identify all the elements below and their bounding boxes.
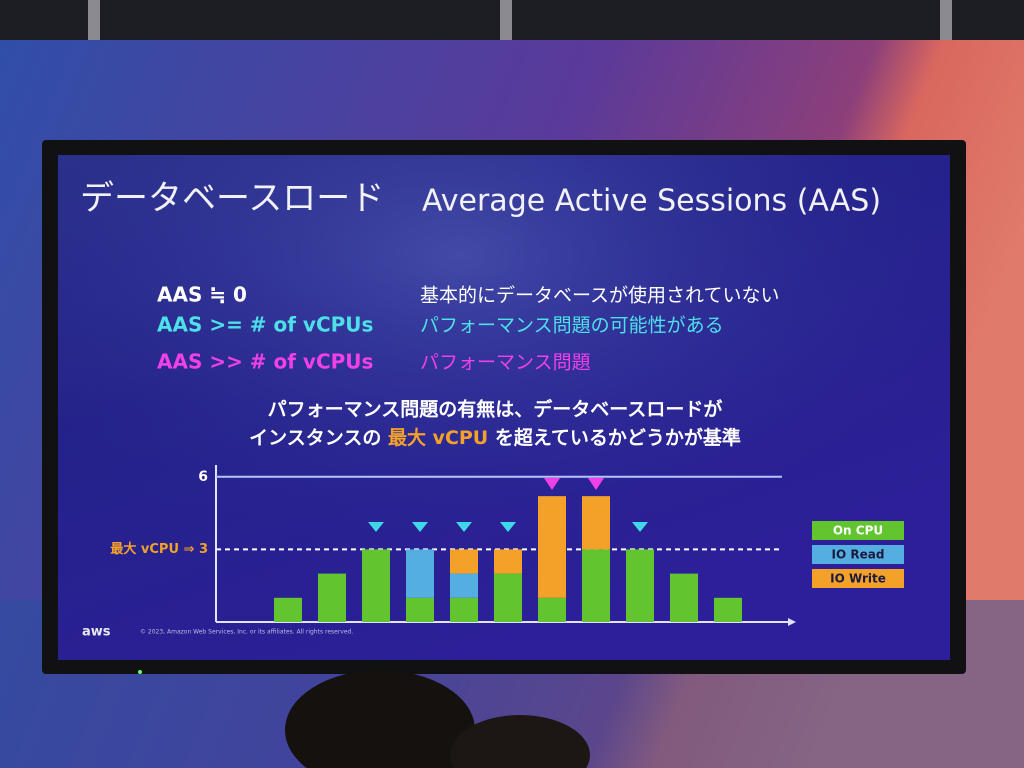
subtitle-highlight: 最大 vCPU <box>388 426 488 449</box>
arrows <box>368 478 648 532</box>
bar-segment <box>406 549 434 598</box>
condition: AAS ≒ 0 <box>157 283 247 307</box>
meaning: パフォーマンス問題の可能性がある <box>420 315 724 337</box>
slide-title: データベースロード <box>80 179 384 219</box>
slide-title-en: Average Active Sessions (AAS) <box>422 184 881 219</box>
arrow <box>632 522 648 532</box>
bar-segment <box>626 549 654 622</box>
legend-swatch <box>812 521 904 540</box>
condition: AAS >= # of vCPUs <box>157 313 373 337</box>
bar-segment <box>538 496 566 598</box>
audience-head <box>450 715 590 768</box>
arrow <box>368 522 384 532</box>
bar-segment <box>362 549 390 622</box>
bar-segment <box>494 549 522 574</box>
y-tick-label: 最大 vCPU ⇒ 3 <box>110 541 208 557</box>
legend-label: IO Write <box>830 572 886 586</box>
bar-segment <box>450 549 478 574</box>
audience-head <box>285 670 475 768</box>
power-led <box>138 670 142 674</box>
subtitle-part: インスタンスの <box>249 427 388 449</box>
pillar <box>88 0 100 40</box>
subtitle: パフォーマンス問題の有無は、データベースロードが <box>268 398 723 421</box>
meaning: パフォーマンス問題 <box>420 352 591 374</box>
pillar <box>940 0 952 40</box>
logo: aws <box>82 625 111 640</box>
arrow <box>588 478 604 490</box>
y-tick-label: 6 <box>198 469 208 485</box>
condition: AAS >> # of vCPUs <box>157 350 373 374</box>
legend-label: On CPU <box>833 524 883 538</box>
bar-segment <box>450 597 478 622</box>
legend-swatch <box>812 569 904 588</box>
subtitle-part: を超えているかどうかが基準 <box>488 426 741 449</box>
bar-segment <box>670 573 698 622</box>
bar-segment <box>274 597 302 622</box>
arrow <box>544 478 560 490</box>
legend-swatch <box>812 545 904 564</box>
pillar <box>500 0 512 40</box>
bar-segment <box>494 573 522 622</box>
bar-segment <box>450 573 478 598</box>
bar-segment <box>714 597 742 622</box>
bar-segment <box>406 597 434 622</box>
legend-label: IO Read <box>832 548 885 562</box>
arrow <box>500 522 516 532</box>
arrow <box>412 522 428 532</box>
subtitle: インスタンスの 最大 vCPU を超えているかどうかが基準 <box>249 426 741 449</box>
bar-segment <box>582 549 610 622</box>
meaning: 基本的にデータベースが使用されていない <box>420 285 779 307</box>
footer: © 2023, Amazon Web Services, Inc. or its… <box>140 629 353 636</box>
bar-segment <box>582 496 610 550</box>
bar-segment <box>538 597 566 622</box>
arrow <box>456 522 472 532</box>
axis-arrow <box>788 618 796 626</box>
bar-segment <box>318 573 346 622</box>
